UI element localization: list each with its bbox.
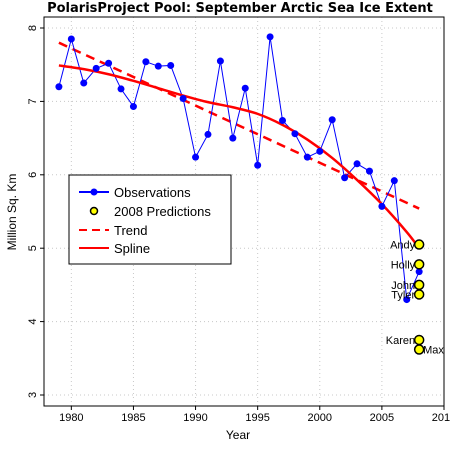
x-tick-label: 1985 — [121, 412, 145, 424]
y-tick-label: 6 — [27, 172, 39, 178]
observation-point — [390, 177, 398, 185]
y-tick-label: 3 — [27, 392, 39, 398]
x-axis-label: Year — [226, 428, 250, 442]
observation-point — [254, 161, 262, 169]
x-tick-label: 1980 — [59, 412, 83, 424]
prediction-point — [413, 279, 425, 291]
observation-point — [92, 64, 100, 72]
observation-point — [291, 130, 299, 138]
observation-point — [403, 296, 411, 304]
prediction-point — [413, 344, 425, 355]
observation-point — [154, 62, 162, 70]
legend-predictions-label: 2008 Predictions — [114, 204, 211, 219]
observation-point — [303, 153, 311, 161]
observation-point — [341, 174, 349, 182]
prediction-point — [413, 239, 425, 250]
prediction-point — [413, 259, 425, 270]
observation-point — [328, 116, 336, 124]
axis-ticks: 1980 1985 1990 1995 2000 2005 2010 3 4 5 6 7 8 — [27, 25, 450, 424]
y-tick-label: 8 — [27, 25, 39, 31]
y-axis-label: Million Sq. Km — [5, 174, 19, 251]
plot-frame — [43, 16, 445, 407]
legend-predictions-marker — [89, 206, 99, 216]
observation-point — [316, 147, 324, 155]
observation-point — [378, 202, 386, 210]
chart-title: PolarisProject Pool: September Arctic Se… — [47, 1, 433, 16]
observation-point — [117, 85, 125, 93]
observation-point — [204, 130, 212, 138]
observation-point — [105, 59, 113, 67]
legend-observations-label: Observations — [114, 185, 191, 200]
x-tick-label: 2000 — [308, 412, 332, 424]
prediction-label: Max — [423, 344, 444, 356]
observation-point — [167, 61, 175, 69]
prediction-label: John — [391, 280, 415, 292]
prediction-label: Andy — [390, 240, 416, 252]
legend-observations-marker — [90, 188, 98, 196]
observation-point — [179, 94, 187, 102]
y-tick-label: 7 — [27, 98, 39, 104]
observation-point — [216, 57, 224, 65]
observation-point — [415, 268, 423, 276]
x-tick-label: 1995 — [245, 412, 269, 424]
legend: Observations 2008 Predictions Trend Spli… — [68, 174, 232, 265]
observation-point — [129, 103, 137, 111]
observation-point — [80, 79, 88, 87]
x-tick-label: 1990 — [183, 412, 207, 424]
observation-point — [266, 33, 274, 41]
legend-trend-label: Trend — [114, 223, 147, 238]
observation-point — [142, 58, 150, 66]
observation-point — [192, 153, 200, 161]
prediction-label: Tyler — [391, 289, 415, 301]
prediction-point — [413, 289, 425, 300]
y-tick-label: 4 — [27, 319, 39, 325]
observation-point — [353, 160, 361, 168]
observation-point — [67, 35, 75, 43]
spline-line — [58, 64, 421, 249]
prediction-point — [413, 334, 425, 346]
observation-point — [365, 167, 373, 175]
observation-point — [241, 84, 249, 92]
x-tick-label: 2010 — [432, 412, 450, 424]
observation-point — [229, 134, 237, 142]
y-tick-label: 5 — [27, 245, 39, 251]
observation-point — [279, 116, 287, 124]
observation-point — [55, 83, 63, 91]
x-tick-label: 2005 — [370, 412, 394, 424]
prediction-label: Holly — [391, 259, 416, 271]
legend-spline-label: Spline — [114, 241, 150, 256]
prediction-label: Karen — [386, 335, 415, 347]
